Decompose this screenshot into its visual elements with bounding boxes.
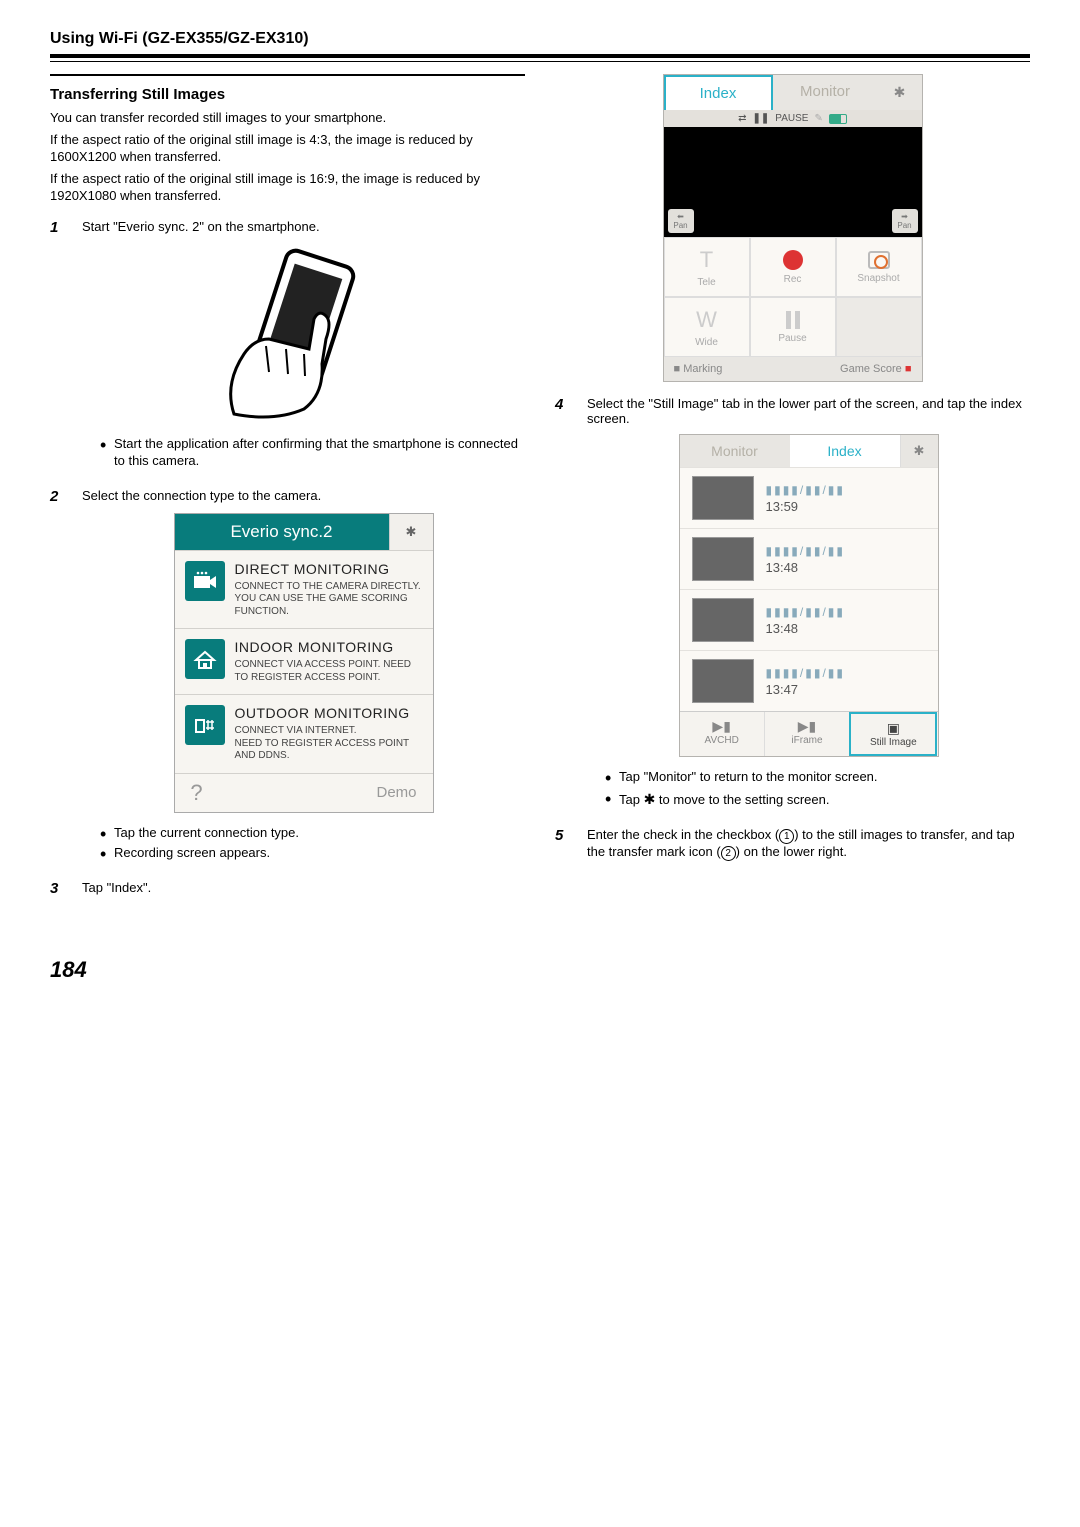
step-bullet: Recording screen appears. xyxy=(100,845,525,862)
gear-icon: ✱ xyxy=(644,790,656,808)
gear-icon[interactable]: ✱ xyxy=(389,514,433,550)
step-row: 4 Select the "Still Image" tab in the lo… xyxy=(555,396,1030,813)
empty-cell xyxy=(836,297,922,357)
circled-one-icon: 1 xyxy=(779,829,794,844)
step-text: Enter the check in the checkbox (1) to t… xyxy=(587,827,1030,861)
step-text: Select the "Still Image" tab in the lowe… xyxy=(587,396,1030,426)
sync-title: Everio sync.2 xyxy=(175,514,389,550)
step-text: Select the connection type to the camera… xyxy=(82,488,525,503)
rule-divider xyxy=(50,54,1030,62)
step-number: 2 xyxy=(50,488,68,867)
everio-sync-panel: Everio sync.2 ✱ DIRECT MONITORING CONNEC… xyxy=(174,513,434,813)
row-desc: CONNECT VIA ACCESS POINT. NEED TO REGIST… xyxy=(235,659,423,684)
thumbnail xyxy=(692,537,754,581)
step-text: Start "Everio sync. 2" on the smartphone… xyxy=(82,219,525,234)
index-panel: Monitor Index ✱ ▮▮▮▮/▮▮/▮▮13:59▮▮▮▮/▮▮/▮… xyxy=(679,434,939,757)
record-icon xyxy=(783,250,803,270)
step-bullet: Tap ✱ to move to the setting screen. xyxy=(605,790,1030,809)
intro-line: If the aspect ratio of the original stil… xyxy=(50,170,525,205)
battery-icon xyxy=(829,114,847,124)
step-bullet: Tap "Monitor" to return to the monitor s… xyxy=(605,769,1030,786)
index-row[interactable]: ▮▮▮▮/▮▮/▮▮ 13:48 xyxy=(680,589,938,650)
right-column: Index Monitor ✱ ⇄ ❚❚ PAUSE ✎ ⬅Pan ➡Pan T… xyxy=(555,74,1030,897)
index-row[interactable]: ▮▮▮▮/▮▮/▮▮ 13:59 xyxy=(680,467,938,528)
demo-button[interactable]: Demo xyxy=(219,774,433,812)
step-row: 1 Start "Everio sync. 2" on the smartpho… xyxy=(50,219,525,474)
section-title: Transferring Still Images xyxy=(50,74,525,103)
iframe-tab[interactable]: ▶▮iFrame xyxy=(764,712,849,756)
tab-index[interactable]: Index xyxy=(664,75,773,110)
status-label: PAUSE xyxy=(775,113,808,124)
tab-index[interactable]: Index xyxy=(790,435,900,467)
pause-icon xyxy=(786,311,800,329)
intro-line: You can transfer recorded still images t… xyxy=(50,109,525,127)
live-view: ⬅Pan ➡Pan xyxy=(664,127,922,237)
item-time: 13:59 xyxy=(766,499,846,514)
item-date: ▮▮▮▮/▮▮/▮▮ xyxy=(766,605,846,619)
thumbnail xyxy=(692,598,754,642)
house-icon xyxy=(185,639,225,679)
sync-row-indoor[interactable]: INDOOR MONITORING CONNECT VIA ACCESS POI… xyxy=(175,628,433,694)
video-icon: ▶▮ xyxy=(680,718,764,735)
index-row[interactable]: ▮▮▮▮/▮▮/▮▮ 13:48 xyxy=(680,528,938,589)
monitor-panel: Index Monitor ✱ ⇄ ❚❚ PAUSE ✎ ⬅Pan ➡Pan T… xyxy=(663,74,923,382)
step-row: 3 Tap "Index". xyxy=(50,880,525,897)
tab-monitor[interactable]: Monitor xyxy=(773,75,878,110)
step-row: 2 Select the connection type to the came… xyxy=(50,488,525,867)
gear-icon[interactable]: ✱ xyxy=(900,435,938,467)
step-text: Tap "Index". xyxy=(82,880,525,895)
globe-icon xyxy=(185,705,225,745)
tab-monitor[interactable]: Monitor xyxy=(680,435,790,467)
camera-icon xyxy=(868,251,890,269)
gear-icon[interactable]: ✱ xyxy=(878,75,922,110)
avchd-tab[interactable]: ▶▮AVCHD xyxy=(680,712,764,756)
camera-icon xyxy=(185,561,225,601)
index-row[interactable]: ▮▮▮▮/▮▮/▮▮ 13:47 xyxy=(680,650,938,711)
thumbnail xyxy=(692,476,754,520)
sync-row-outdoor[interactable]: OUTDOOR MONITORING CONNECT VIA INTERNET.… xyxy=(175,694,433,773)
pause-button[interactable]: Pause xyxy=(750,297,836,357)
step-row: 5 Enter the check in the checkbox (1) to… xyxy=(555,827,1030,861)
row-desc: CONNECT VIA INTERNET. NEED TO REGISTER A… xyxy=(235,725,423,763)
circled-two-icon: 2 xyxy=(721,846,736,861)
step-number: 1 xyxy=(50,219,68,474)
row-heading: INDOOR MONITORING xyxy=(235,639,423,655)
sync-row-direct[interactable]: DIRECT MONITORING CONNECT TO THE CAMERA … xyxy=(175,550,433,629)
video-icon: ▶▮ xyxy=(765,718,849,735)
row-heading: DIRECT MONITORING xyxy=(235,561,423,577)
step-bullet: Tap the current connection type. xyxy=(100,825,525,842)
step-bullet: Start the application after confirming t… xyxy=(100,436,525,470)
pan-right-button[interactable]: ➡Pan xyxy=(892,209,918,233)
left-column: Transferring Still Images You can transf… xyxy=(50,74,525,897)
help-icon[interactable]: ? xyxy=(175,774,219,812)
thumbnail xyxy=(692,659,754,703)
item-date: ▮▮▮▮/▮▮/▮▮ xyxy=(766,544,846,558)
chapter-title: Using Wi-Fi (GZ-EX355/GZ-EX310) xyxy=(50,30,1030,48)
wifi-icon: ⇄ xyxy=(738,113,746,124)
marking-button[interactable]: Marking xyxy=(674,363,723,375)
item-date: ▮▮▮▮/▮▮/▮▮ xyxy=(766,666,846,680)
pan-left-button[interactable]: ⬅Pan xyxy=(668,209,694,233)
intro-line: If the aspect ratio of the original stil… xyxy=(50,131,525,166)
item-time: 13:48 xyxy=(766,621,846,636)
step-number: 5 xyxy=(555,827,573,861)
item-time: 13:47 xyxy=(766,682,846,697)
row-heading: OUTDOOR MONITORING xyxy=(235,705,423,721)
camera-icon: ▣ xyxy=(851,720,935,737)
phone-illustration xyxy=(214,244,394,424)
tele-button[interactable]: TTele xyxy=(664,237,750,297)
row-desc: CONNECT TO THE CAMERA DIRECTLY. YOU CAN … xyxy=(235,581,423,619)
page-number: 184 xyxy=(50,957,1030,983)
step-number: 4 xyxy=(555,396,573,813)
game-score-button[interactable]: Game Score xyxy=(840,363,911,375)
snapshot-button[interactable]: Snapshot xyxy=(836,237,922,297)
wide-button[interactable]: WWide xyxy=(664,297,750,357)
status-bar: ⇄ ❚❚ PAUSE ✎ xyxy=(664,110,922,127)
item-date: ▮▮▮▮/▮▮/▮▮ xyxy=(766,483,846,497)
step-number: 3 xyxy=(50,880,68,897)
rec-button[interactable]: Rec xyxy=(750,237,836,297)
item-time: 13:48 xyxy=(766,560,846,575)
still-image-tab[interactable]: ▣Still Image xyxy=(849,712,937,756)
